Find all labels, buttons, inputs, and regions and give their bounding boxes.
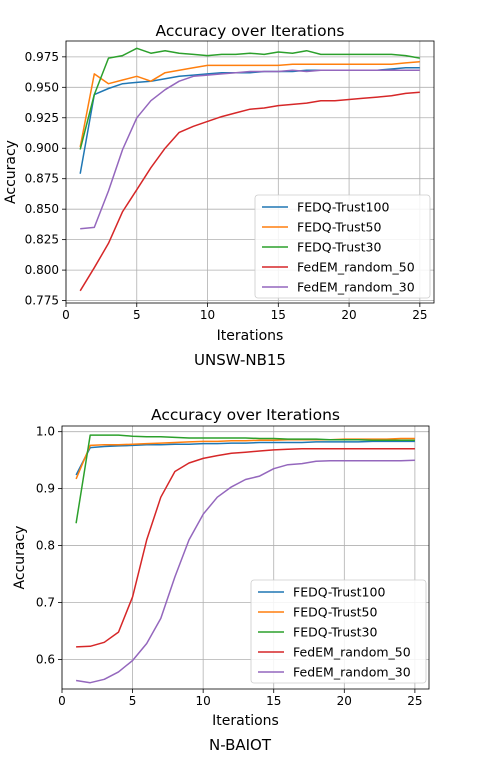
legend-label: FEDQ-Trust100 — [293, 585, 385, 600]
legend: FEDQ-Trust100 FEDQ-Trust50 FEDQ-Trust30 Fed… — [254, 194, 431, 299]
series-line-fedem-random-30 — [80, 69, 420, 230]
series-line-fedq-trust100 — [75, 440, 415, 476]
plot-area-frame — [61, 425, 430, 690]
x-tick-label: 25 — [407, 694, 422, 708]
series-line-fedem-random-50 — [79, 91, 420, 292]
chart-2: Accuracy over Iterations 0 5 10 15 20 25 0.6 0.7… — [12, 406, 430, 729]
y-tick-label: 0.850 — [25, 202, 59, 216]
y-tick-label: 0.925 — [25, 111, 59, 125]
y-tick-label: 0.825 — [25, 233, 59, 247]
x-tick-label: 5 — [133, 308, 141, 322]
legend-box — [250, 579, 427, 684]
y-axis-label: Accuracy — [12, 526, 28, 590]
y-tick-label: 0.950 — [25, 80, 59, 94]
y-tick-label: 0.975 — [25, 50, 59, 64]
legend-box — [254, 194, 431, 299]
x-tick-label: 20 — [341, 308, 356, 322]
legend-label: FedEM_random_30 — [293, 665, 411, 680]
y-tick-label: 0.7 — [36, 595, 55, 609]
series-line-fedq-trust30 — [79, 47, 420, 150]
x-tick-label: 10 — [200, 308, 215, 322]
chart-title: Accuracy over Iterations — [151, 406, 340, 424]
x-tick-label: 20 — [337, 694, 352, 708]
x-axis-label: Iterations — [217, 328, 284, 344]
x-tick-label: 15 — [271, 308, 286, 322]
grid — [61, 426, 429, 689]
legend-label: FEDQ-Trust50 — [293, 605, 377, 620]
series-line-fedq-trust30 — [75, 434, 415, 524]
y-tick-label: 0.800 — [25, 263, 59, 277]
y-tick-label: 1.0 — [36, 425, 55, 439]
series-line-fedem-random-50 — [76, 448, 415, 648]
legend-label: FEDQ-Trust30 — [297, 240, 381, 255]
chart-title: Accuracy over Iterations — [155, 22, 344, 40]
legend-label: FEDQ-Trust100 — [297, 200, 389, 215]
y-tick-label: 0.875 — [25, 172, 59, 186]
x-tick-label: 10 — [196, 694, 211, 708]
y-tick-label: 0.6 — [36, 652, 55, 666]
legend-label: FedEM_random_30 — [297, 280, 415, 295]
x-tick-label: 0 — [58, 694, 66, 708]
legend-label: FEDQ-Trust30 — [293, 625, 377, 640]
series-line-fedq-trust50 — [79, 60, 420, 148]
legend-label: FedEM_random_50 — [297, 260, 415, 275]
series-line-fedq-trust50 — [75, 437, 415, 480]
x-tick-label: 0 — [62, 308, 70, 322]
legend: FEDQ-Trust100 FEDQ-Trust50 FEDQ-Trust30 Fed… — [250, 579, 427, 684]
x-tick-label: 15 — [266, 694, 281, 708]
y-axis-label: Accuracy — [3, 140, 19, 204]
series-line-fedem-random-30 — [75, 459, 415, 684]
x-tick-label: 5 — [129, 694, 137, 708]
caption-n-baiot: N-BAIOT — [208, 736, 272, 754]
legend-label: FEDQ-Trust50 — [297, 220, 381, 235]
x-axis-label: Iterations — [212, 713, 279, 729]
y-tick-label: 0.900 — [25, 141, 59, 155]
y-tick-label: 0.8 — [36, 539, 55, 553]
caption-unsw-nb15: UNSW-NB15 — [194, 351, 286, 369]
y-tick-label: 0.9 — [36, 482, 55, 496]
y-tick-label: 0.775 — [25, 294, 59, 308]
chart-1: Accuracy over Iterations 0 5 10 15 20 25 0.775 0… — [3, 22, 435, 344]
x-tick-label: 25 — [412, 308, 427, 322]
plot-area-frame — [65, 40, 435, 304]
grid — [65, 41, 434, 303]
series-line-fedq-trust100 — [79, 67, 420, 174]
legend-label: FedEM_random_50 — [293, 645, 411, 660]
